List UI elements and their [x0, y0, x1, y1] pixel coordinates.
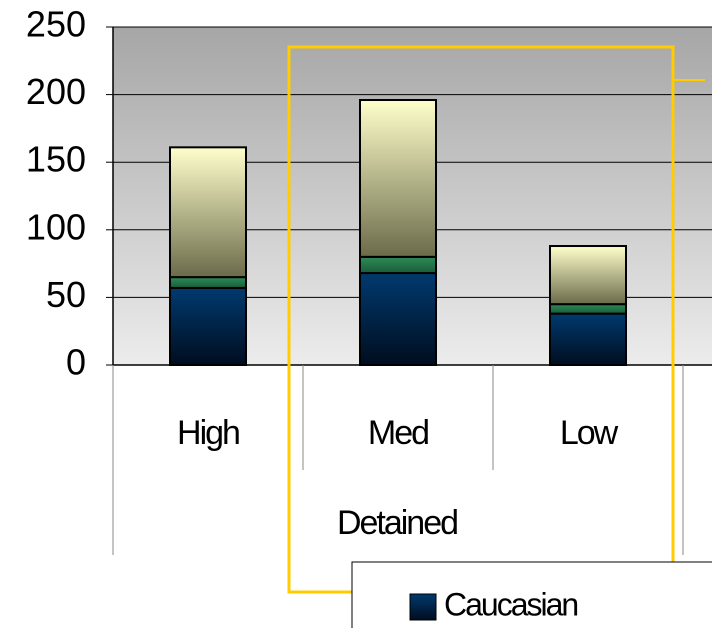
y-tick-label: 200 — [26, 71, 86, 112]
bar-segment — [359, 272, 437, 366]
y-tick-label: 0 — [66, 342, 86, 383]
y-tick-label: 50 — [46, 274, 86, 315]
bar-segment — [359, 99, 437, 258]
legend-swatch — [409, 593, 437, 621]
y-tick-label: 100 — [26, 206, 86, 247]
bar-segment — [169, 146, 247, 279]
bar-segment — [359, 255, 437, 275]
x-tick-label: Low — [560, 414, 619, 452]
y-tick-label: 250 — [26, 4, 86, 45]
x-tick-label: Med — [368, 414, 428, 452]
bar-segment — [549, 312, 627, 366]
x-tick-label: High — [177, 414, 239, 452]
bar-segment — [549, 245, 627, 306]
legend-label: Caucasian — [444, 586, 577, 622]
group-label: Detained — [337, 504, 457, 542]
bar-segment — [169, 286, 247, 367]
y-tick-label: 150 — [26, 139, 86, 180]
bar-segment — [549, 303, 627, 315]
bar-segment — [169, 276, 247, 289]
